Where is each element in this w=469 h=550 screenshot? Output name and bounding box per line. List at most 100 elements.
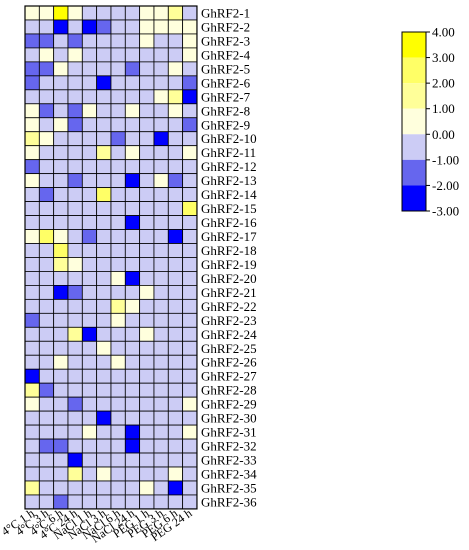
heatmap-cell-GhRF2-17-1 [24,229,40,244]
heatmap-cell-GhRF2-28-3 [53,382,69,398]
heatmap-cell-GhRF2-31-8 [124,424,141,440]
heatmap-cell-GhRF2-17-4 [67,229,83,244]
heatmap-cell-GhRF2-30-10 [153,410,169,426]
heatmap-cell-GhRF2-20-1 [24,271,40,286]
heatmap-cell-GhRF2-14-1 [24,187,40,202]
heatmap-cell-GhRF2-14-11 [167,187,184,202]
heatmap-cell-GhRF2-18-4 [67,243,83,258]
heatmap-cell-GhRF2-16-12 [182,215,198,230]
heatmap-cell-GhRF2-11-10 [153,145,169,161]
heatmap-cell-GhRF2-11-3 [53,145,69,161]
heatmap-cell-GhRF2-21-11 [167,284,184,300]
heatmap-cell-GhRF2-28-11 [167,382,184,398]
heatmap-cell-GhRF2-5-3 [53,61,69,77]
row-label-GhRF2-21: GhRF2-21 [201,285,257,300]
heatmap-cell-GhRF2-1-5 [81,5,98,21]
heatmap-cell-GhRF2-17-12 [182,229,198,244]
heatmap-cell-GhRF2-9-12 [182,117,198,133]
heatmap-cell-GhRF2-28-6 [96,382,112,398]
heatmap-cell-GhRF2-12-8 [124,159,141,175]
heatmap-cell-GhRF2-26-4 [67,354,83,370]
row-label-GhRF2-15: GhRF2-15 [201,201,257,216]
heatmap-cell-GhRF2-11-4 [67,145,83,161]
heatmap-cell-GhRF2-12-12 [182,159,198,175]
heatmap-cell-GhRF2-19-10 [153,257,169,272]
heatmap-cell-GhRF2-33-5 [81,452,98,468]
heatmap-cell-GhRF2-32-12 [182,438,198,454]
row-label-GhRF2-27: GhRF2-27 [201,369,257,384]
heatmap-cell-GhRF2-5-5 [81,61,98,77]
legend-swatch-5 [402,134,426,160]
heatmap-cell-GhRF2-25-4 [67,340,83,356]
heatmap-cell-GhRF2-8-2 [38,103,55,119]
heatmap-cell-GhRF2-8-4 [67,103,83,119]
heatmap-cell-GhRF2-9-1 [24,117,40,133]
legend-tick-label-2: 3.00 [432,50,455,65]
heatmap-cell-GhRF2-10-2 [38,131,55,147]
heatmap-cell-GhRF2-33-1 [24,452,40,468]
row-label-GhRF2-30: GhRF2-30 [201,411,257,426]
heatmap-cell-GhRF2-29-12 [182,396,198,412]
heatmap-cell-GhRF2-15-12 [182,201,198,216]
row-label-GhRF2-22: GhRF2-22 [201,299,257,314]
heatmap-cell-GhRF2-17-9 [139,229,155,244]
heatmap-cell-GhRF2-28-8 [124,382,141,398]
heatmap-cell-GhRF2-8-11 [167,103,184,119]
heatmap-cell-GhRF2-1-4 [67,5,83,21]
heatmap-cell-GhRF2-3-8 [124,33,141,49]
heatmap-cell-GhRF2-21-9 [139,284,155,300]
row-label-GhRF2-32: GhRF2-32 [201,439,257,454]
heatmap-cell-GhRF2-23-1 [24,312,40,328]
row-label-GhRF2-36: GhRF2-36 [201,494,257,509]
heatmap-cell-GhRF2-31-12 [182,424,198,440]
heatmap-cell-GhRF2-17-7 [110,229,126,244]
heatmap-cell-GhRF2-28-4 [67,382,83,398]
heatmap-cell-GhRF2-21-5 [81,284,98,300]
heatmap-cell-GhRF2-20-7 [110,271,126,286]
heatmap-cell-GhRF2-14-7 [110,187,126,202]
heatmap-cell-GhRF2-6-8 [124,75,141,91]
heatmap-cell-GhRF2-16-1 [24,215,40,230]
heatmap-cell-GhRF2-13-2 [38,173,55,189]
heatmap-cell-GhRF2-24-7 [110,326,126,342]
heatmap-cell-GhRF2-8-12 [182,103,198,119]
heatmap-cell-GhRF2-33-3 [53,452,69,468]
heatmap-cell-GhRF2-5-9 [139,61,155,77]
heatmap-cell-GhRF2-17-6 [96,229,112,244]
heatmap-cell-GhRF2-22-11 [167,298,184,314]
heatmap-cell-GhRF2-33-2 [38,452,55,468]
heatmap-cell-GhRF2-21-12 [182,284,198,300]
heatmap-cell-GhRF2-11-11 [167,145,184,161]
heatmap-cell-GhRF2-8-8 [124,103,141,119]
heatmap-cell-GhRF2-19-3 [53,257,69,272]
heatmap-cell-GhRF2-33-11 [167,452,184,468]
heatmap-cell-GhRF2-33-10 [153,452,169,468]
heatmap-cell-GhRF2-20-2 [38,271,55,286]
heatmap-cell-GhRF2-35-8 [124,480,141,496]
heatmap-cell-GhRF2-34-4 [67,466,83,482]
heatmap-cell-GhRF2-15-4 [67,201,83,216]
heatmap-cell-GhRF2-2-7 [110,19,126,35]
heatmap-cell-GhRF2-13-11 [167,173,184,189]
heatmap-cell-GhRF2-32-11 [167,438,184,454]
heatmap-cell-GhRF2-1-11 [167,5,184,21]
heatmap-cell-GhRF2-9-4 [67,117,83,133]
heatmap-cell-GhRF2-35-5 [81,480,98,496]
heatmap-cell-GhRF2-27-12 [182,368,198,384]
heatmap-cell-GhRF2-23-6 [96,312,112,328]
heatmap-cell-GhRF2-6-1 [24,75,40,91]
heatmap-cell-GhRF2-33-9 [139,452,155,468]
heatmap-cell-GhRF2-26-3 [53,354,69,370]
heatmap-cell-GhRF2-15-6 [96,201,112,216]
heatmap-cell-GhRF2-28-9 [139,382,155,398]
heatmap-cell-GhRF2-18-8 [124,243,141,258]
heatmap-cell-GhRF2-7-6 [96,89,112,105]
legend-tick-label-1: 4.00 [432,25,455,40]
heatmap-cell-GhRF2-35-12 [182,480,198,496]
heatmap-cell-GhRF2-24-3 [53,326,69,342]
heatmap-cell-GhRF2-18-3 [53,243,69,258]
heatmap-cell-GhRF2-9-9 [139,117,155,133]
heatmap-cell-GhRF2-11-5 [81,145,98,161]
heatmap-cell-GhRF2-6-7 [110,75,126,91]
heatmap-cell-GhRF2-12-7 [110,159,126,175]
